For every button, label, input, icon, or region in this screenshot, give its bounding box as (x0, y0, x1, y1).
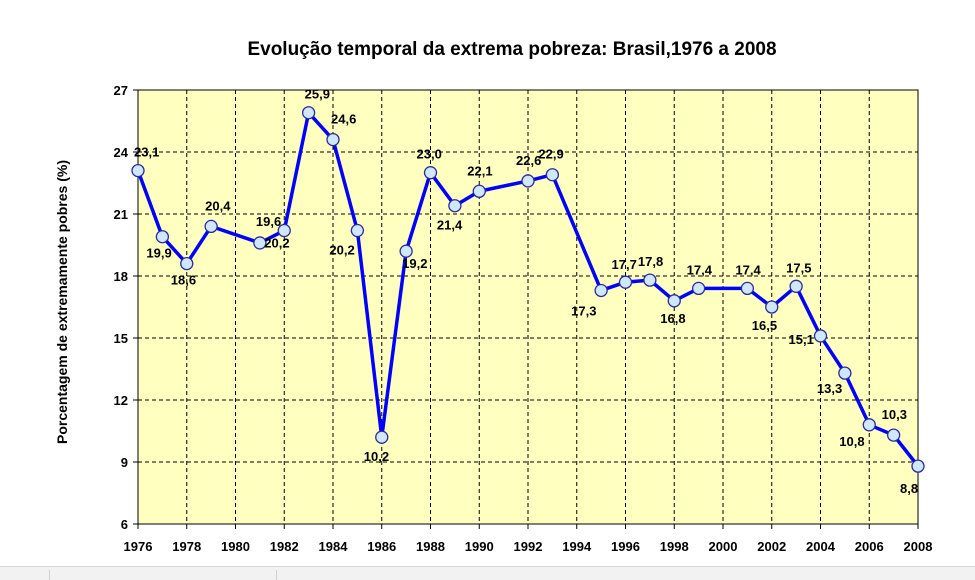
data-point (204, 219, 218, 234)
data-point (155, 230, 170, 244)
data-label: 19,6 (256, 214, 281, 229)
y-tick-label: 15 (114, 331, 128, 346)
x-tick-label: 1994 (562, 539, 592, 554)
data-label: 21,4 (437, 218, 463, 233)
data-label: 17,8 (638, 254, 663, 269)
data-point (691, 281, 706, 296)
status-bar-divider (276, 570, 277, 580)
status-bar (0, 566, 975, 580)
data-point (399, 244, 413, 258)
data-label: 25,9 (305, 87, 330, 102)
x-tick-label: 2008 (904, 539, 933, 554)
x-tick-label: 1984 (319, 539, 349, 554)
x-tick-label: 2002 (757, 539, 786, 554)
data-point (350, 223, 365, 238)
x-tick-label: 1988 (416, 539, 445, 554)
data-label: 22,9 (538, 147, 563, 162)
data-point (253, 236, 267, 250)
data-label: 23,0 (417, 147, 442, 162)
data-label: 19,2 (402, 256, 427, 271)
x-tick-label: 1986 (367, 539, 396, 554)
data-label: 24,6 (331, 112, 356, 127)
x-tick-label: 1982 (270, 539, 299, 554)
x-tick-label: 1978 (172, 539, 201, 554)
y-tick-label: 21 (114, 207, 128, 222)
y-tick-label: 12 (114, 393, 128, 408)
data-label: 13,3 (817, 381, 842, 396)
data-point (375, 430, 389, 444)
data-label: 18,6 (171, 273, 196, 288)
data-label: 10,2 (364, 449, 389, 464)
x-tick-label: 1998 (660, 539, 689, 554)
data-label: 20,2 (264, 236, 289, 251)
data-point (545, 168, 560, 182)
data-label: 17,7 (612, 257, 637, 272)
data-point (326, 132, 340, 147)
status-bar-divider (49, 570, 50, 580)
x-tick-label: 1980 (221, 539, 250, 554)
data-point (838, 366, 852, 380)
data-label: 23,1 (134, 145, 159, 160)
data-label: 15,1 (789, 332, 814, 347)
y-axis: 6 9 12 15 18 21 24 27 (114, 83, 138, 532)
series (131, 106, 925, 473)
x-tick-label: 2006 (855, 539, 884, 554)
data-point (740, 281, 755, 296)
data-label: 8,8 (900, 481, 918, 496)
data-label: 17,4 (687, 262, 713, 277)
data-labels: 23,1 19,918,6 20,4 19,6 20,2 25,924,6 20,2 10,2… (134, 87, 918, 496)
data-point (131, 163, 145, 178)
x-tick-label: 2000 (709, 539, 738, 554)
data-point (180, 256, 194, 271)
data-point (643, 273, 657, 287)
data-label: 19,9 (146, 246, 171, 261)
data-label: 10,8 (839, 434, 864, 449)
data-label: 17,4 (735, 262, 761, 277)
x-tick-label: 1992 (514, 539, 543, 554)
data-point (301, 106, 316, 120)
y-tick-label: 18 (114, 269, 128, 284)
data-point (813, 329, 828, 343)
y-tick-label: 24 (114, 145, 129, 160)
data-point (521, 174, 535, 188)
data-label: 20,4 (205, 198, 231, 213)
data-point (667, 294, 681, 308)
x-tick-label: 1990 (465, 539, 494, 554)
x-tick-label: 2004 (806, 539, 836, 554)
data-point (423, 166, 438, 180)
data-label: 22,1 (467, 163, 492, 178)
chart-title: Evolução temporal da extrema pobreza: Br… (247, 39, 776, 60)
data-point (886, 428, 901, 442)
data-point (862, 418, 876, 432)
y-tick-label: 6 (121, 517, 128, 532)
data-label: 22,6 (516, 153, 541, 168)
data-point (911, 459, 925, 473)
line-chart: Evolução temporal da extrema pobreza: Br… (54, 39, 933, 554)
y-axis-title: Porcentagem de extremamente pobres (%) (54, 160, 70, 444)
data-point (789, 279, 803, 293)
data-point (448, 199, 462, 213)
data-label: 16,8 (660, 311, 685, 326)
data-label: 16,5 (752, 318, 777, 333)
data-point (472, 184, 486, 198)
data-label: 17,5 (786, 260, 811, 275)
data-point (594, 283, 608, 298)
x-tick-label: 1996 (611, 539, 640, 554)
y-tick-label: 27 (114, 83, 128, 98)
data-label: 17,3 (571, 303, 596, 318)
data-point (765, 300, 779, 314)
data-point (618, 275, 633, 289)
y-tick-label: 9 (121, 455, 128, 470)
x-axis: 1976 1978 1980 1982 1984 1986 1988 1990 1992 1994… (124, 524, 933, 554)
data-point (277, 223, 291, 238)
data-label: 10,3 (882, 407, 907, 422)
data-label: 20,2 (329, 243, 354, 258)
x-tick-label: 1976 (124, 539, 153, 554)
